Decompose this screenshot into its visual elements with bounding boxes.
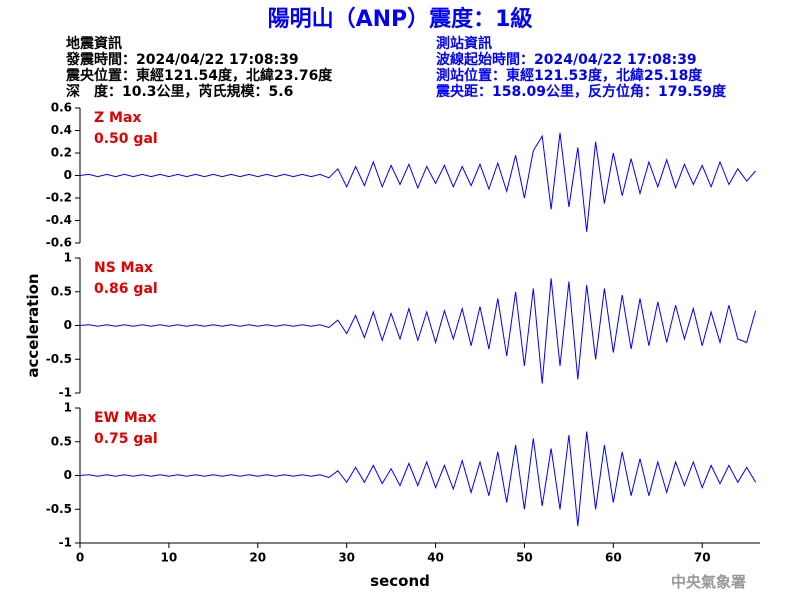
info-right: 測站位置：東經121.53度，北緯25.18度	[436, 67, 703, 84]
x-tick-label: 40	[427, 551, 444, 565]
panel-label: NS Max	[94, 260, 153, 276]
y-tick-label: 1	[64, 251, 72, 265]
y-tick-label: 0	[64, 318, 72, 332]
info-left: 深 度：10.3公里，芮氏規模：5.6	[66, 83, 293, 100]
info-right: 波線起始時間：2024/04/22 17:08:39	[436, 51, 697, 68]
y-tick-label: -0.5	[46, 352, 72, 366]
y-tick-label: 0.2	[51, 146, 72, 160]
x-axis-label: second	[370, 572, 430, 590]
y-tick-label: 0	[64, 468, 72, 482]
info-right: 震央距：158.09公里，反方位角：179.59度	[435, 83, 727, 100]
y-tick-label: 0.4	[51, 123, 72, 137]
panel-label: EW Max	[94, 410, 156, 426]
y-tick-label: 0	[64, 168, 72, 182]
info-left: 發震時間：2024/04/22 17:08:39	[65, 51, 299, 68]
y-tick-label: -1	[59, 386, 72, 400]
panel-label: Z Max	[94, 110, 141, 126]
x-tick-label: 70	[694, 551, 711, 565]
y-tick-label: -0.5	[46, 502, 72, 516]
y-tick-label: -0.2	[46, 191, 72, 205]
y-tick-label: -1	[59, 536, 72, 550]
waveform	[79, 431, 757, 527]
x-tick-label: 50	[516, 551, 533, 565]
x-tick-label: 0	[76, 551, 84, 565]
y-tick-label: 0.6	[51, 101, 72, 115]
info-left: 地震資訊	[66, 35, 122, 52]
y-tick-label: 0.5	[51, 434, 72, 448]
y-axis-label: acceleration	[24, 273, 42, 377]
y-tick-label: 1	[64, 401, 72, 415]
y-tick-label: 0.5	[51, 284, 72, 298]
info-left: 震央位置：東經121.54度，北緯23.76度	[65, 67, 333, 84]
waveform	[79, 278, 757, 384]
x-tick-label: 10	[161, 551, 178, 565]
x-tick-label: 30	[338, 551, 355, 565]
info-right: 測站資訊	[436, 35, 492, 52]
x-tick-label: 20	[249, 551, 266, 565]
x-tick-label: 60	[605, 551, 622, 565]
waveform	[79, 132, 756, 232]
y-tick-label: -0.4	[46, 213, 72, 227]
panel-max: 0.75 gal	[94, 431, 158, 447]
y-tick-label: -0.6	[46, 236, 72, 250]
chart-title: 陽明山（ANP）震度：1級	[268, 6, 533, 32]
panel-max: 0.86 gal	[94, 281, 158, 297]
panel-max: 0.50 gal	[94, 131, 158, 147]
footer: 中央氣象署	[671, 573, 746, 591]
